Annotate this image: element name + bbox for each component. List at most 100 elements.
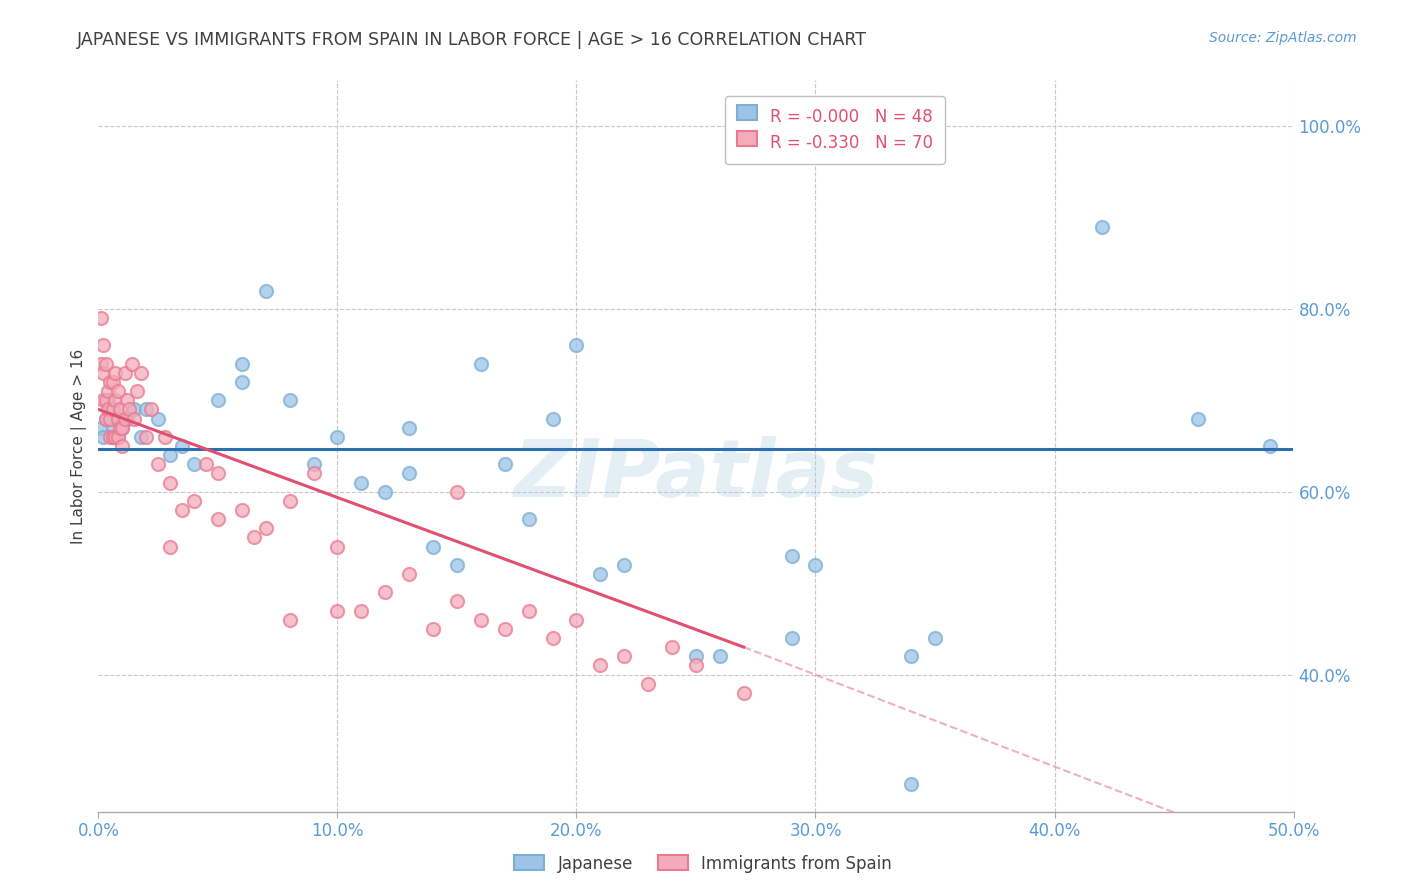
Point bbox=[98, 375, 122, 389]
Y-axis label: In Labor Force | Age > 16: In Labor Force | Age > 16 bbox=[72, 349, 87, 543]
Point bbox=[374, 484, 396, 499]
Point bbox=[207, 393, 229, 408]
Point bbox=[733, 686, 755, 700]
Point bbox=[661, 640, 683, 655]
Point bbox=[94, 411, 117, 425]
Point bbox=[278, 393, 301, 408]
Point bbox=[207, 467, 229, 481]
Point bbox=[183, 494, 205, 508]
Point bbox=[97, 393, 120, 408]
Point bbox=[517, 512, 540, 526]
Point bbox=[101, 420, 124, 434]
Point bbox=[104, 393, 127, 408]
Point bbox=[115, 393, 138, 408]
Point bbox=[254, 284, 277, 298]
Point bbox=[470, 613, 492, 627]
Point bbox=[565, 613, 588, 627]
Point bbox=[111, 439, 134, 453]
Point bbox=[613, 649, 636, 664]
Point bbox=[104, 411, 127, 425]
Legend: Japanese, Immigrants from Spain: Japanese, Immigrants from Spain bbox=[508, 848, 898, 880]
Point bbox=[302, 467, 325, 481]
Point bbox=[114, 366, 136, 380]
Point bbox=[637, 676, 659, 690]
Point bbox=[97, 384, 120, 399]
Point bbox=[159, 448, 181, 462]
Point bbox=[91, 338, 114, 352]
Point bbox=[780, 549, 803, 563]
Point bbox=[350, 475, 373, 490]
Point bbox=[91, 430, 114, 444]
Point bbox=[254, 521, 277, 535]
Point bbox=[709, 649, 731, 664]
Point bbox=[780, 631, 803, 645]
Point bbox=[125, 384, 148, 399]
Point bbox=[148, 411, 170, 425]
Point bbox=[685, 649, 707, 664]
Point bbox=[118, 402, 141, 417]
Point bbox=[107, 430, 129, 444]
Point bbox=[195, 458, 218, 472]
Legend: R = -0.000   N = 48, R = -0.330   N = 70: R = -0.000 N = 48, R = -0.330 N = 70 bbox=[725, 96, 945, 163]
Text: JAPANESE VS IMMIGRANTS FROM SPAIN IN LABOR FORCE | AGE > 16 CORRELATION CHART: JAPANESE VS IMMIGRANTS FROM SPAIN IN LAB… bbox=[77, 31, 868, 49]
Point bbox=[90, 310, 112, 325]
Point bbox=[231, 503, 253, 517]
Point bbox=[172, 439, 194, 453]
Point bbox=[98, 430, 122, 444]
Point bbox=[278, 613, 301, 627]
Point bbox=[183, 458, 205, 472]
Point bbox=[374, 585, 396, 599]
Point bbox=[107, 384, 129, 399]
Point bbox=[90, 420, 112, 434]
Point bbox=[589, 658, 612, 673]
Point bbox=[422, 622, 444, 636]
Point bbox=[207, 512, 229, 526]
Point bbox=[101, 375, 124, 389]
Point bbox=[1187, 411, 1209, 425]
Point bbox=[278, 494, 301, 508]
Text: ZIPatlas: ZIPatlas bbox=[513, 436, 879, 515]
Point bbox=[326, 430, 349, 444]
Point bbox=[398, 420, 420, 434]
Point bbox=[470, 357, 492, 371]
Point bbox=[104, 366, 127, 380]
Point bbox=[398, 467, 420, 481]
Point bbox=[159, 475, 181, 490]
Text: Source: ZipAtlas.com: Source: ZipAtlas.com bbox=[1209, 31, 1357, 45]
Point bbox=[111, 420, 134, 434]
Point bbox=[1258, 439, 1281, 453]
Point bbox=[446, 484, 468, 499]
Point bbox=[131, 366, 153, 380]
Point bbox=[1091, 219, 1114, 234]
Point bbox=[243, 530, 266, 544]
Point bbox=[231, 375, 253, 389]
Point bbox=[124, 402, 146, 417]
Point bbox=[101, 430, 124, 444]
Point bbox=[101, 402, 124, 417]
Point bbox=[422, 540, 444, 554]
Point bbox=[326, 604, 349, 618]
Point bbox=[90, 357, 112, 371]
Point bbox=[97, 402, 120, 417]
Point bbox=[231, 357, 253, 371]
Point bbox=[446, 594, 468, 608]
Point bbox=[94, 357, 117, 371]
Point bbox=[121, 357, 143, 371]
Point bbox=[446, 558, 468, 572]
Point bbox=[494, 458, 516, 472]
Point bbox=[494, 622, 516, 636]
Point bbox=[900, 649, 922, 664]
Point bbox=[172, 503, 194, 517]
Point bbox=[108, 402, 131, 417]
Point bbox=[107, 430, 129, 444]
Point bbox=[565, 338, 588, 352]
Point bbox=[111, 420, 134, 434]
Point bbox=[159, 540, 181, 554]
Point bbox=[91, 393, 114, 408]
Point bbox=[114, 411, 136, 425]
Point bbox=[131, 430, 153, 444]
Point bbox=[135, 430, 157, 444]
Point bbox=[104, 430, 127, 444]
Point bbox=[900, 777, 922, 791]
Point bbox=[541, 631, 564, 645]
